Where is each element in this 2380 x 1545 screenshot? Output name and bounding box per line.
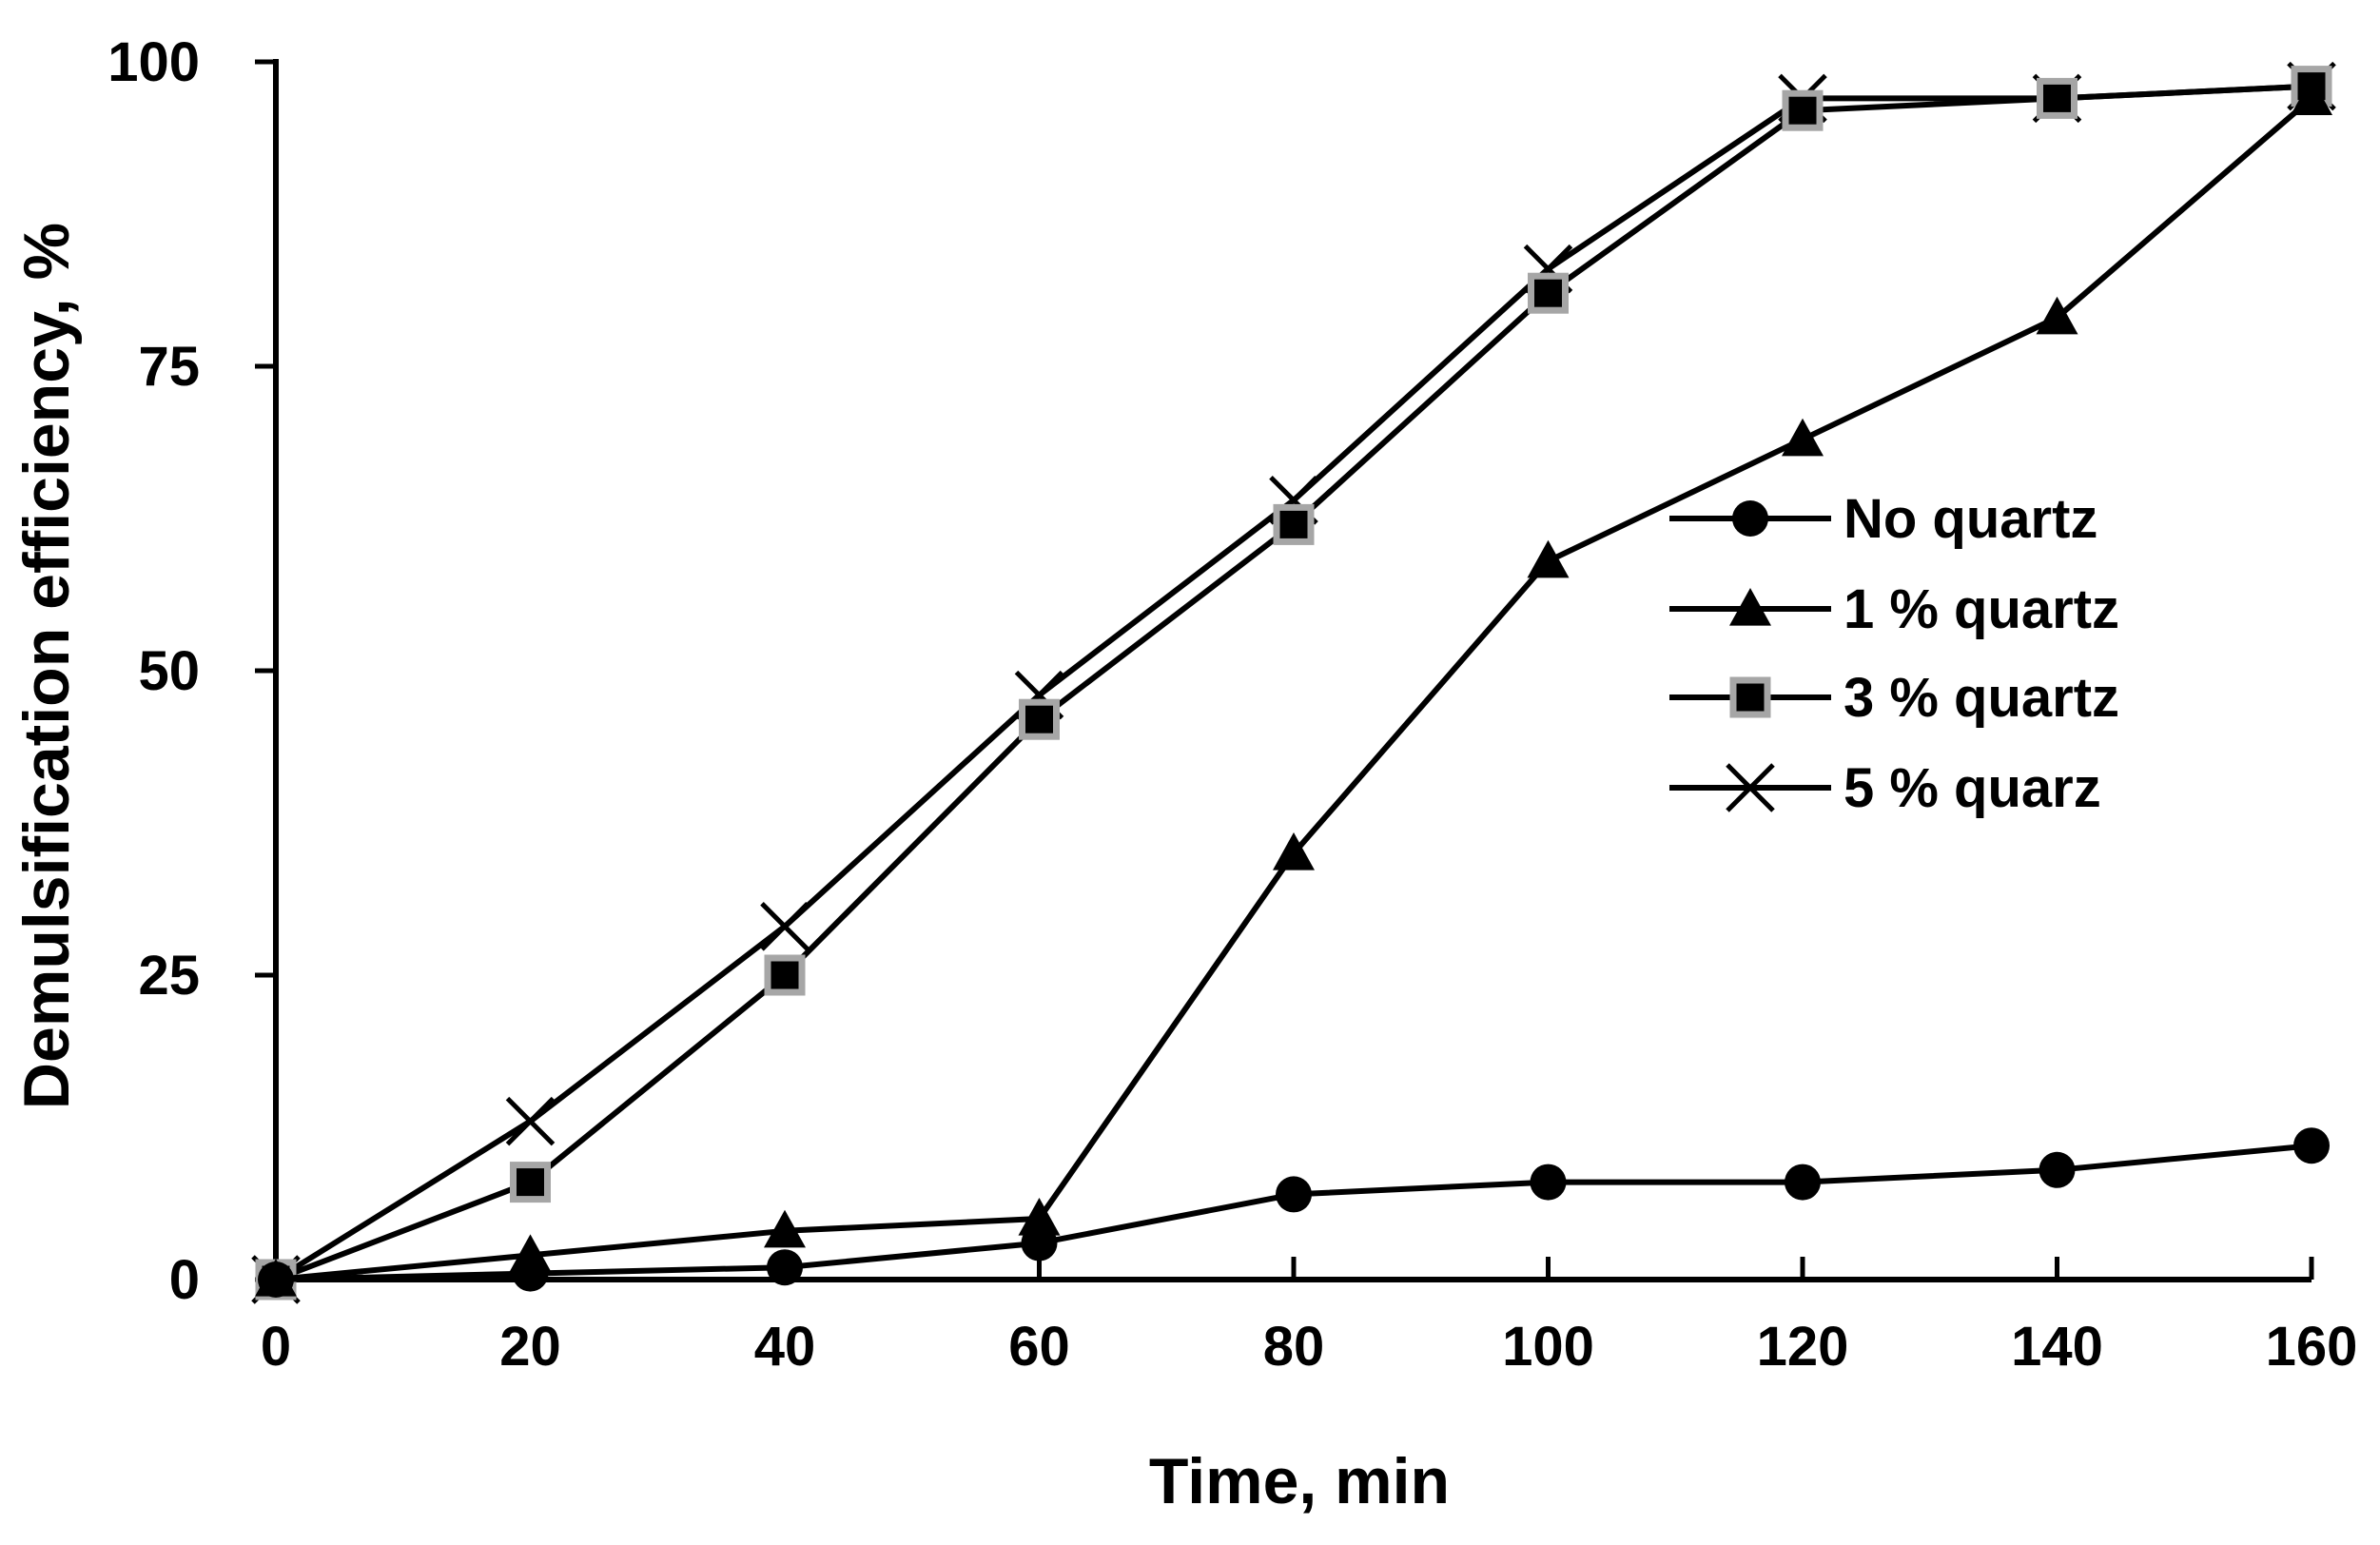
data-point-square xyxy=(1528,272,1569,314)
legend-entry: 1 % quartz xyxy=(1669,578,2119,640)
legend-label: 5 % quarz xyxy=(1844,757,2101,819)
series-group xyxy=(251,61,2336,1304)
data-point-triangle xyxy=(1018,1198,1061,1236)
data-point-x-stroke xyxy=(760,902,810,951)
legend-entry: 5 % quarz xyxy=(1669,757,2101,819)
series-square xyxy=(255,66,2332,1301)
data-point-triangle xyxy=(2291,77,2332,115)
x-tick-label: 0 xyxy=(261,1316,291,1378)
data-point-square xyxy=(1273,503,1315,545)
y-tick-label: 75 xyxy=(138,336,200,398)
data-point-circle xyxy=(1785,1164,1821,1201)
x-tick-label: 20 xyxy=(499,1316,561,1378)
data-point-square xyxy=(510,1162,551,1203)
data-point-circle xyxy=(2293,1127,2330,1164)
data-point-triangle xyxy=(1782,418,1824,457)
data-point-square xyxy=(1782,89,1824,131)
series-circle xyxy=(258,1127,2330,1298)
x-tick-label: 80 xyxy=(1263,1316,1325,1378)
legend-label: 3 % quartz xyxy=(1844,667,2119,729)
data-point-circle xyxy=(767,1249,803,1286)
legend-label: No quartz xyxy=(1844,488,2097,550)
data-point-circle xyxy=(1276,1176,1312,1213)
y-tick-label: 50 xyxy=(138,640,200,702)
data-point-circle xyxy=(1530,1164,1567,1201)
y-tick-label: 25 xyxy=(138,945,200,1007)
data-point-triangle xyxy=(1527,539,1570,578)
data-point-circle xyxy=(2039,1151,2076,1188)
y-tick-label: 0 xyxy=(169,1249,200,1311)
legend: No quartz 1 % quartz 3 % quartz 5 % quarz xyxy=(1669,488,2119,819)
data-point-triangle xyxy=(1273,832,1315,870)
data-point-square xyxy=(764,954,806,996)
data-point-circle xyxy=(512,1255,549,1292)
data-point-x xyxy=(760,902,810,951)
data-point-circle xyxy=(1732,500,1768,537)
x-tick-label: 120 xyxy=(1757,1316,1849,1378)
y-tick-label: 100 xyxy=(107,31,200,93)
data-point-x xyxy=(1726,763,1775,812)
data-point-circle xyxy=(258,1261,294,1298)
data-point-circle xyxy=(1021,1224,1058,1261)
data-point-triangle xyxy=(1729,588,1771,626)
legend-entry: No quartz xyxy=(1669,488,2097,550)
x-axis-title: Time, min xyxy=(1149,1445,1450,1517)
x-tick-label: 40 xyxy=(754,1316,816,1378)
data-point-triangle xyxy=(2036,296,2078,335)
data-point-square xyxy=(2037,77,2078,119)
legend-label: 1 % quartz xyxy=(1844,578,2119,640)
data-point-triangle xyxy=(764,1209,806,1248)
x-tick-label: 140 xyxy=(2011,1316,2103,1378)
x-tick-label: 60 xyxy=(1008,1316,1070,1378)
data-point-x-stroke xyxy=(1726,763,1775,812)
data-point-square xyxy=(1729,676,1771,718)
data-point-x xyxy=(505,1096,556,1146)
y-axis-title: Demulsification efficiency, % xyxy=(10,223,83,1109)
data-point-x-stroke xyxy=(505,1096,556,1146)
x-tick-label: 160 xyxy=(2266,1316,2358,1378)
x-tick-label: 100 xyxy=(1502,1316,1594,1378)
data-point-square xyxy=(1019,698,1060,740)
legend-entry: 3 % quartz xyxy=(1669,667,2119,729)
